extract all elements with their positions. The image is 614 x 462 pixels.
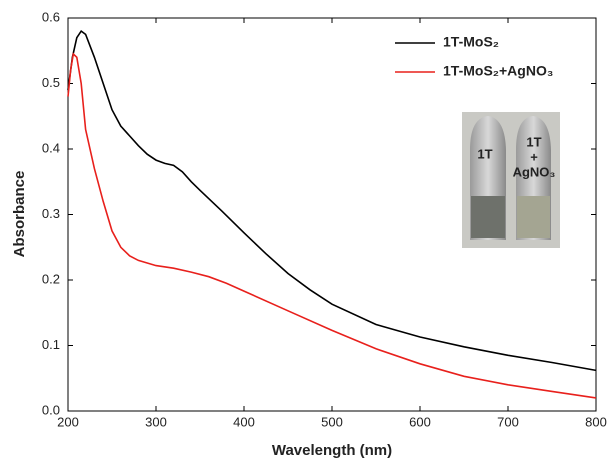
annotation: 1T [526,134,541,149]
annotation: + [530,149,538,164]
x-tick-label: 300 [145,414,167,429]
data-line [67,52,597,399]
x-tick-label: 700 [497,414,519,429]
legend-label: 1T-MoS₂+AgNO₃ [443,63,553,79]
inset-photo [462,112,560,248]
y-tick-label: 0.1 [42,337,60,352]
data-line [67,29,597,372]
x-tick-label: 600 [409,414,431,429]
legend-label: 1T-MoS₂ [443,34,499,50]
y-tick-label: 0.2 [42,271,60,286]
annotation: AgNO₃ [513,164,556,179]
x-tick-label: 800 [585,414,607,429]
y-tick-label: 0.6 [42,9,60,24]
y-tick-label: 0.5 [42,75,60,90]
annotation: 1T [477,146,492,161]
y-tick-label: 0.0 [42,402,60,417]
x-tick-label: 400 [233,414,255,429]
y-axis-label: Absorbance [11,171,28,258]
x-tick-label: 500 [321,414,343,429]
y-tick-label: 0.3 [42,206,60,221]
x-axis-label: Wavelength (nm) [272,442,392,459]
y-tick-label: 0.4 [42,140,60,155]
x-tick-label: 200 [57,414,79,429]
